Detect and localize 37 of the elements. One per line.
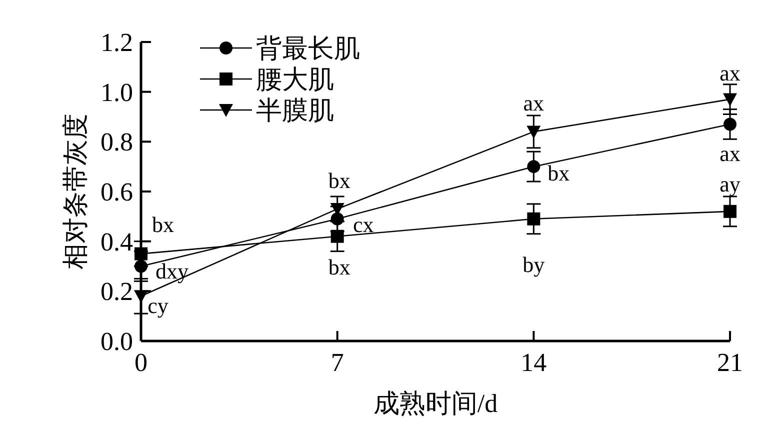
legend-label: 半膜肌 (256, 96, 334, 125)
x-tick-label: 7 (330, 348, 344, 377)
annotation: bx (328, 254, 350, 280)
legend-label: 背最长肌 (256, 34, 360, 63)
point (724, 118, 736, 131)
y-tick-label: 1.0 (100, 78, 133, 107)
y-tick-label: 0.8 (100, 128, 133, 157)
annotation: ax (720, 141, 740, 166)
annotation: bx (328, 168, 350, 193)
annotation: ax (523, 90, 544, 116)
annotation: cx (352, 212, 374, 237)
point (526, 126, 541, 139)
point (134, 247, 148, 260)
annotation: by (522, 252, 545, 277)
point (134, 290, 148, 304)
legend-label: 腰大肌 (256, 65, 334, 94)
annotation: bx (152, 212, 174, 237)
y-tick-label: 0.4 (100, 227, 133, 256)
point (724, 204, 736, 218)
annotation: bx (548, 160, 570, 186)
y-tick-label: 0.6 (100, 178, 133, 206)
y-tick-label: 0.2 (100, 277, 133, 306)
annotation: cy (148, 293, 168, 318)
y-tick-label: 0.0 (100, 327, 133, 356)
x-axis-title: 成熟时间/d (373, 389, 498, 418)
x-tick-label: 21 (717, 348, 743, 377)
point (723, 93, 737, 106)
x-tick-label: 0 (134, 348, 148, 377)
annotation: dxy (156, 258, 188, 284)
point (330, 230, 344, 243)
point (527, 160, 540, 174)
y-axis-title: 相对条带灰度 (61, 114, 90, 270)
y-tick-label: 1.2 (100, 28, 133, 57)
x-tick-label: 14 (520, 348, 547, 377)
point (527, 212, 540, 226)
annotation: ax (720, 60, 740, 86)
annotation: ay (720, 171, 740, 196)
